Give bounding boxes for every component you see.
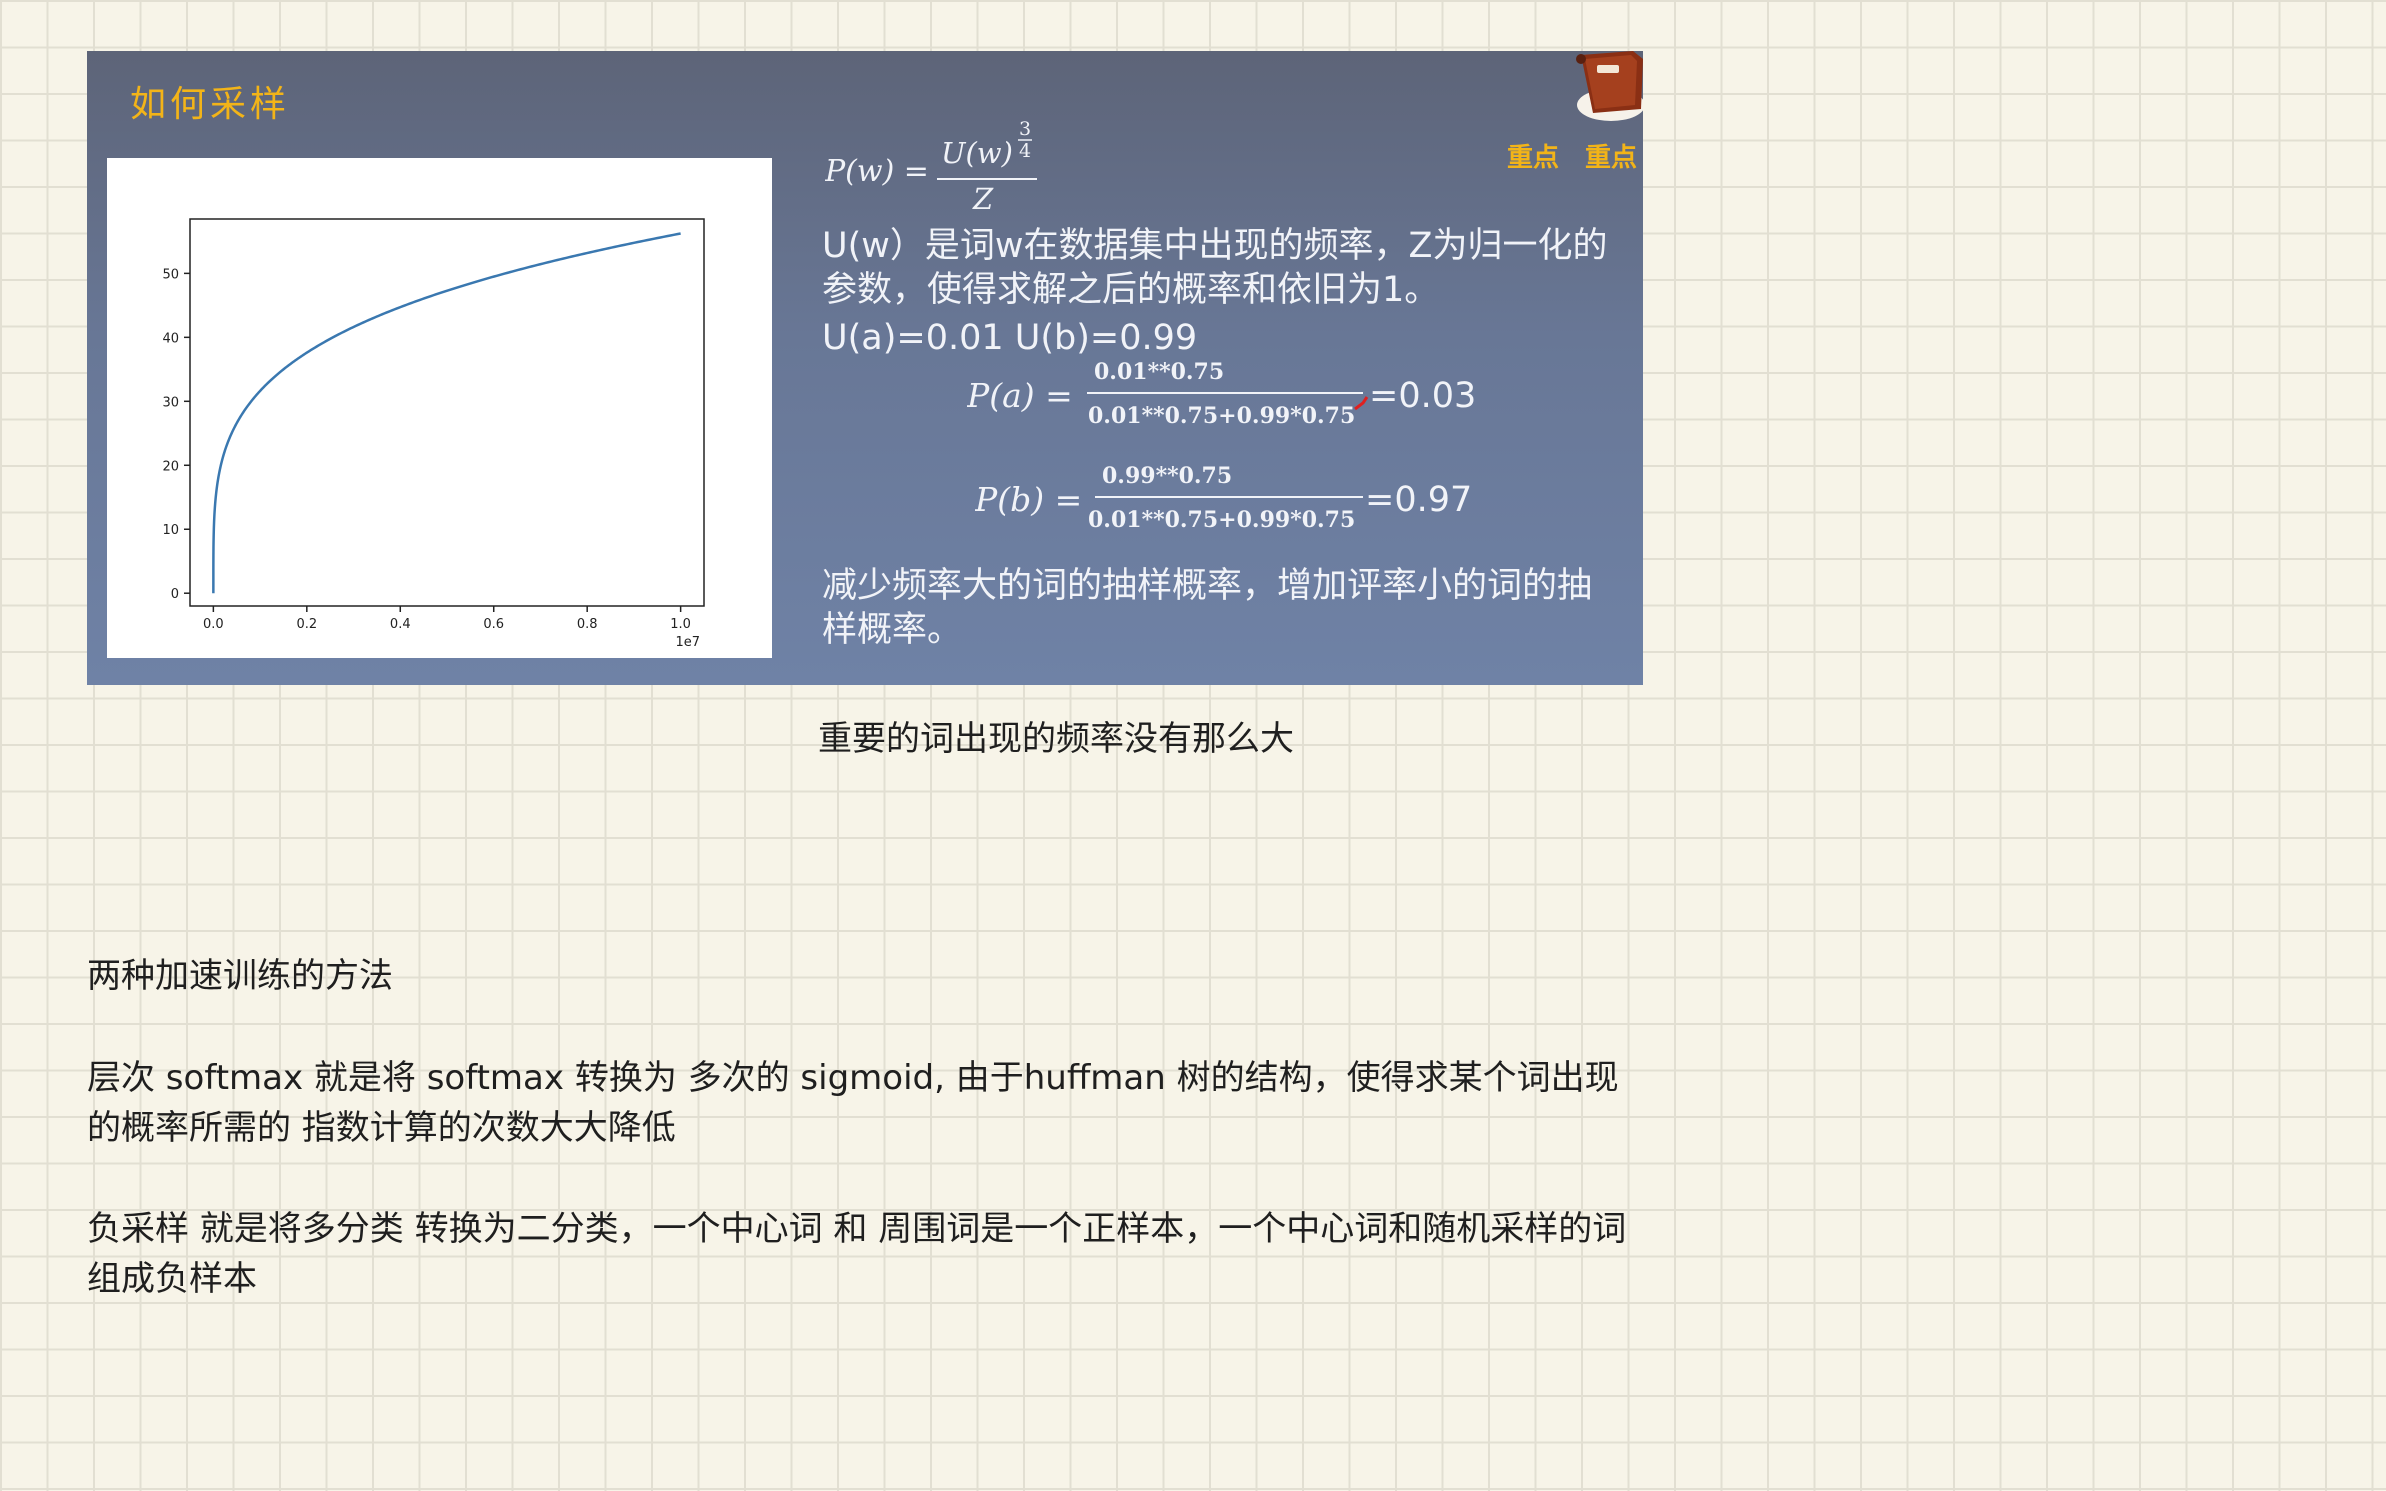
x-tick-label: 0.0 xyxy=(203,617,224,632)
formula-pb-lhs: P(b) = xyxy=(975,480,1082,519)
note-hierarchical-softmax: 层次 softmax 就是将 softmax 转换为 多次的 sigmoid, … xyxy=(87,1058,1619,1148)
slide-image: 如何采样 重点 重点 0.0 0.2 0.4 0.6 0.8 1.0 1e7 0 10 20 30 4… xyxy=(87,51,1643,685)
formula-pb-numerator: 0.99**0.75 xyxy=(1102,463,1232,489)
ua-ub-values-text: U(a)=0.01 U(b)=0.99 xyxy=(822,318,1198,358)
formula-pw-lhs: P(w) = xyxy=(825,154,929,189)
y-tick-label: 50 xyxy=(162,267,179,282)
x-tick-label: 0.4 xyxy=(390,617,411,632)
key-point-tag: 重点 xyxy=(1507,143,1560,173)
y-tick-label: 40 xyxy=(162,331,179,346)
key-point-tag: 重点 xyxy=(1585,143,1638,173)
y-tick-label: 20 xyxy=(162,459,179,474)
x-tick-label: 0.6 xyxy=(483,617,504,632)
formula-pa-denominator: 0.01**0.75+0.99*0.75 xyxy=(1088,403,1355,429)
x-tick-label: 0.2 xyxy=(296,617,317,632)
mascot-book-icon xyxy=(1576,51,1643,121)
formula-pa-result: =0.03 xyxy=(1369,376,1476,416)
x-offset-label: 1e7 xyxy=(675,635,700,650)
slide-caption: 重要的词出现的频率没有那么大 xyxy=(818,719,1294,759)
formula-pw-exp-den: 4 xyxy=(1019,140,1031,162)
note-negative-sampling: 负采样 就是将多分类 转换为二分类，一个中心词 和 周围词是一个正样本，一个中心… xyxy=(87,1209,1627,1299)
formula-pw-numerator: U(w) xyxy=(941,136,1013,170)
y-tick-label: 0 xyxy=(171,587,179,602)
series-line xyxy=(212,232,681,594)
uw-definition-text: U(w）是词w在数据集中出现的频率，Z为归一化的参数，使得求解之后的概率和依旧为… xyxy=(822,226,1608,310)
formula-pw: P(w) = U(w) 3 4 Z xyxy=(825,118,1037,213)
formula-pa: P(a) = 0.01**0.75 0.01**0.75+0.99*0.75 =… xyxy=(967,359,1476,429)
formula-pa-lhs: P(a) = xyxy=(967,376,1073,415)
x-tick-label: 1.0 xyxy=(670,617,691,632)
formula-pw-denominator: Z xyxy=(972,182,994,213)
formula-pw-exp-num: 3 xyxy=(1019,118,1031,140)
y-tick-label: 30 xyxy=(162,395,179,410)
slide-title: 如何采样 xyxy=(130,84,291,125)
plot-frame xyxy=(189,218,705,607)
x-tick-label: 0.8 xyxy=(577,617,598,632)
formula-pa-numerator: 0.01**0.75 xyxy=(1094,359,1224,385)
formula-pb-result: =0.97 xyxy=(1365,480,1472,520)
reduce-sampling-text: 减少频率大的词的抽样概率，增加评率小的词的抽样概率。 xyxy=(822,566,1593,650)
formula-pb-denominator: 0.01**0.75+0.99*0.75 xyxy=(1088,507,1355,533)
formula-pb: P(b) = 0.99**0.75 0.01**0.75+0.99*0.75 =… xyxy=(975,463,1472,533)
y-tick-label: 10 xyxy=(162,523,179,538)
note-heading: 两种加速训练的方法 xyxy=(87,956,393,996)
chart-svg: 0.0 0.2 0.4 0.6 0.8 1.0 1e7 0 10 20 30 40 50 xyxy=(162,218,705,650)
line-chart: 0.0 0.2 0.4 0.6 0.8 1.0 1e7 0 10 20 30 40 50 xyxy=(107,158,772,658)
red-mark xyxy=(1354,396,1369,411)
